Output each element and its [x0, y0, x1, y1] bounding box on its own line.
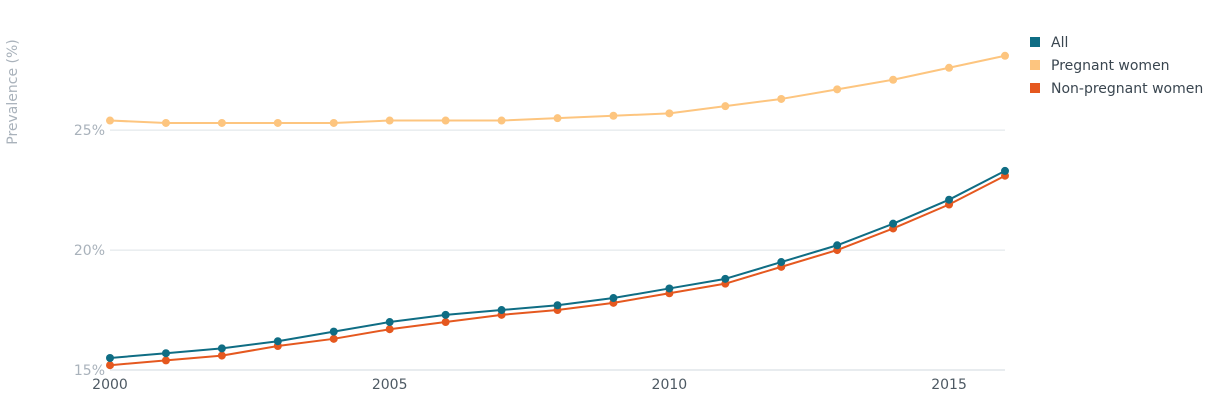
data-point-all-2006[interactable]	[441, 310, 450, 319]
data-point-all-2004[interactable]	[329, 327, 338, 336]
legend-item[interactable]: Non-pregnant women	[1030, 81, 1203, 97]
data-point-pregnant-women-2010[interactable]	[665, 109, 674, 118]
legend-swatch	[1030, 83, 1040, 93]
data-point-pregnant-women-2003[interactable]	[273, 118, 282, 127]
data-point-pregnant-women-2008[interactable]	[553, 114, 562, 123]
legend-label: Pregnant women	[1051, 58, 1170, 74]
gridlines	[110, 129, 1005, 251]
data-point-all-2003[interactable]	[273, 337, 282, 346]
series-non-pregnant-women	[106, 171, 1009, 370]
data-point-pregnant-women-2007[interactable]	[497, 116, 506, 125]
data-point-pregnant-women-2012[interactable]	[777, 94, 786, 103]
legend-item[interactable]: All	[1030, 35, 1068, 51]
data-point-all-2010[interactable]	[665, 284, 674, 293]
data-point-pregnant-women-2002[interactable]	[217, 118, 226, 127]
data-point-all-2001[interactable]	[161, 349, 170, 358]
data-point-pregnant-women-2006[interactable]	[441, 116, 450, 125]
data-point-all-2015[interactable]	[945, 195, 954, 204]
data-point-all-2013[interactable]	[833, 241, 842, 250]
data-point-pregnant-women-2011[interactable]	[721, 102, 730, 111]
y-tick-label: 25%	[74, 123, 105, 139]
data-point-non-pregnant-women-2002[interactable]	[217, 351, 226, 360]
series-line-pregnant-women	[109, 54, 1006, 124]
x-tick-labels: 2000 2005 2010 2015	[92, 377, 967, 393]
data-point-non-pregnant-women-2005[interactable]	[385, 325, 394, 334]
y-tick-label: 20%	[74, 243, 105, 259]
data-point-all-2012[interactable]	[777, 258, 786, 267]
data-point-all-2009[interactable]	[609, 294, 618, 303]
data-point-all-2002[interactable]	[217, 344, 226, 353]
y-tick-labels: 15% 20% 25%	[74, 123, 105, 379]
y-axis-label: Prevalence (%)	[5, 39, 21, 145]
series-group	[106, 51, 1009, 370]
data-point-all-2000[interactable]	[106, 354, 114, 363]
legend-label: All	[1051, 35, 1068, 51]
x-tick-label: 2015	[931, 377, 967, 393]
data-point-non-pregnant-women-2004[interactable]	[329, 334, 338, 343]
data-point-all-2014[interactable]	[889, 219, 898, 228]
legend-item[interactable]: Pregnant women	[1030, 58, 1170, 74]
series-line-all	[109, 170, 1006, 360]
legend-label: Non-pregnant women	[1051, 81, 1203, 97]
x-tick-label: 2010	[652, 377, 688, 393]
data-point-all-2008[interactable]	[553, 301, 562, 310]
legend: All Pregnant women Non-pregnant women	[1030, 35, 1203, 97]
data-point-pregnant-women-2015[interactable]	[945, 63, 954, 72]
data-point-non-pregnant-women-2000[interactable]	[106, 361, 114, 370]
data-point-pregnant-women-2016[interactable]	[1001, 51, 1009, 60]
data-point-non-pregnant-women-2006[interactable]	[441, 318, 450, 327]
data-point-pregnant-women-2000[interactable]	[106, 116, 114, 125]
data-point-pregnant-women-2013[interactable]	[833, 85, 842, 94]
data-point-non-pregnant-women-2001[interactable]	[161, 356, 170, 365]
data-point-pregnant-women-2005[interactable]	[385, 116, 394, 125]
data-point-all-2007[interactable]	[497, 306, 506, 315]
x-tick-label: 2005	[372, 377, 408, 393]
legend-swatch	[1030, 37, 1040, 47]
y-tick-label: 15%	[74, 363, 105, 379]
series-line-non-pregnant-women	[109, 174, 1006, 367]
data-point-all-2011[interactable]	[721, 274, 730, 283]
series-all	[106, 166, 1009, 363]
data-point-pregnant-women-2001[interactable]	[161, 118, 170, 127]
data-point-all-2005[interactable]	[385, 318, 394, 327]
data-point-pregnant-women-2009[interactable]	[609, 111, 618, 120]
data-point-all-2016[interactable]	[1001, 166, 1009, 175]
x-tick-label: 2000	[92, 377, 128, 393]
series-pregnant-women	[106, 51, 1009, 127]
data-point-pregnant-women-2004[interactable]	[329, 118, 338, 127]
data-point-pregnant-women-2014[interactable]	[889, 75, 898, 84]
legend-swatch	[1030, 60, 1040, 70]
